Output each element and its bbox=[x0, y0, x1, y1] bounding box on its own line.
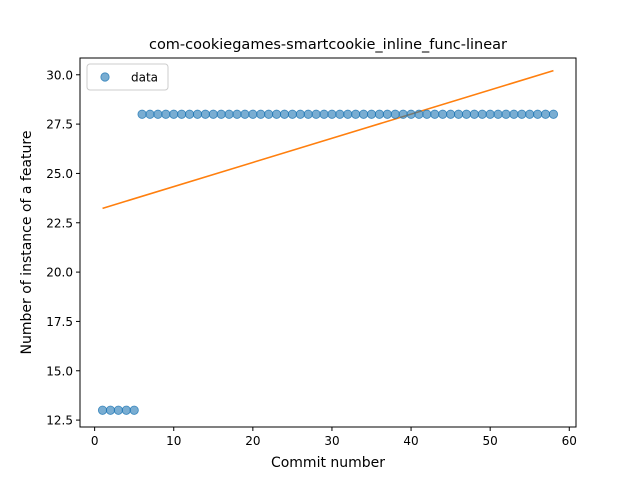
data-point bbox=[287, 109, 298, 119]
data-point bbox=[192, 109, 203, 119]
data-point bbox=[461, 109, 472, 119]
fit-line bbox=[102, 69, 554, 210]
data-point bbox=[430, 109, 440, 119]
data-point bbox=[414, 109, 424, 119]
data-point bbox=[240, 109, 250, 119]
fit-line-layer bbox=[102, 69, 554, 210]
data-point bbox=[398, 109, 408, 119]
data-point bbox=[358, 109, 369, 119]
x-tick-label: 10 bbox=[166, 434, 181, 448]
axes-frame bbox=[79, 57, 577, 428]
x-axis-ticks: 0 10 20 30 40 50 60 bbox=[91, 427, 577, 448]
x-tick-label: 40 bbox=[403, 434, 418, 448]
data-point bbox=[137, 109, 147, 119]
data-point bbox=[232, 109, 242, 119]
data-point bbox=[351, 109, 361, 119]
y-tick-label: 12.5 bbox=[46, 414, 73, 428]
data-point bbox=[493, 109, 503, 119]
data-point bbox=[469, 109, 479, 119]
data-point bbox=[121, 405, 131, 415]
data-point bbox=[264, 109, 274, 119]
data-point bbox=[548, 109, 559, 119]
data-point bbox=[303, 109, 313, 119]
data-point bbox=[113, 405, 123, 415]
data-point bbox=[256, 109, 266, 119]
data-point bbox=[145, 109, 155, 119]
y-tick-label: 27.5 bbox=[46, 118, 73, 132]
x-tick-label: 30 bbox=[324, 434, 339, 448]
data-point bbox=[311, 109, 321, 119]
data-point bbox=[271, 109, 282, 119]
y-tick-label: 17.5 bbox=[46, 315, 73, 329]
y-tick-label: 22.5 bbox=[46, 216, 73, 230]
y-axis-label: Number of instance of a feature bbox=[19, 131, 35, 355]
data-point bbox=[327, 109, 337, 119]
x-tick-label: 50 bbox=[483, 434, 498, 448]
data-point bbox=[366, 109, 377, 119]
x-tick-label: 60 bbox=[562, 434, 577, 448]
data-point bbox=[374, 109, 385, 119]
data-point bbox=[224, 109, 234, 119]
data-point bbox=[161, 109, 171, 119]
data-point bbox=[343, 109, 353, 119]
x-tick-label: 0 bbox=[91, 434, 99, 448]
legend-marker bbox=[100, 72, 110, 82]
x-axis-label: Commit number bbox=[271, 455, 385, 471]
y-tick-label: 30.0 bbox=[46, 68, 73, 82]
data-point bbox=[477, 109, 487, 119]
data-point bbox=[509, 109, 519, 119]
data-point bbox=[208, 109, 218, 119]
data-points bbox=[97, 109, 559, 415]
data-point bbox=[335, 109, 345, 119]
y-tick-label: 15.0 bbox=[46, 364, 73, 378]
data-point bbox=[319, 109, 329, 119]
data-point bbox=[446, 109, 456, 119]
data-point bbox=[295, 109, 305, 119]
y-tick-label: 25.0 bbox=[46, 167, 73, 181]
data-point bbox=[184, 109, 195, 119]
data-point bbox=[216, 109, 226, 119]
data-point bbox=[525, 109, 535, 119]
legend-entry-data: data bbox=[131, 71, 158, 85]
data-point bbox=[105, 405, 116, 415]
data-point bbox=[169, 109, 179, 119]
data-point bbox=[382, 109, 392, 119]
data-point bbox=[485, 109, 495, 119]
data-point bbox=[406, 109, 416, 119]
data-point bbox=[248, 109, 258, 119]
y-axis-ticks: 12.5 15.0 17.5 20.0 22.5 25.0 27.5 30.0 bbox=[46, 68, 80, 428]
data-point bbox=[279, 109, 290, 119]
data-point bbox=[390, 109, 400, 119]
legend: data bbox=[86, 63, 169, 91]
data-point bbox=[153, 109, 163, 119]
data-point bbox=[438, 109, 448, 119]
data-point bbox=[129, 405, 139, 415]
data-point bbox=[501, 109, 511, 119]
legend-box bbox=[86, 63, 169, 91]
data-point bbox=[97, 405, 108, 415]
data-point bbox=[540, 109, 551, 119]
data-point bbox=[200, 109, 210, 119]
data-point bbox=[533, 109, 543, 119]
data-point bbox=[517, 109, 527, 119]
data-point bbox=[453, 109, 464, 119]
data-point bbox=[422, 109, 432, 119]
y-tick-label: 20.0 bbox=[46, 266, 73, 280]
data-point bbox=[177, 109, 187, 119]
x-tick-label: 20 bbox=[245, 434, 260, 448]
chart-title: com-cookiegames-smartcookie_inline_func-… bbox=[149, 37, 507, 53]
